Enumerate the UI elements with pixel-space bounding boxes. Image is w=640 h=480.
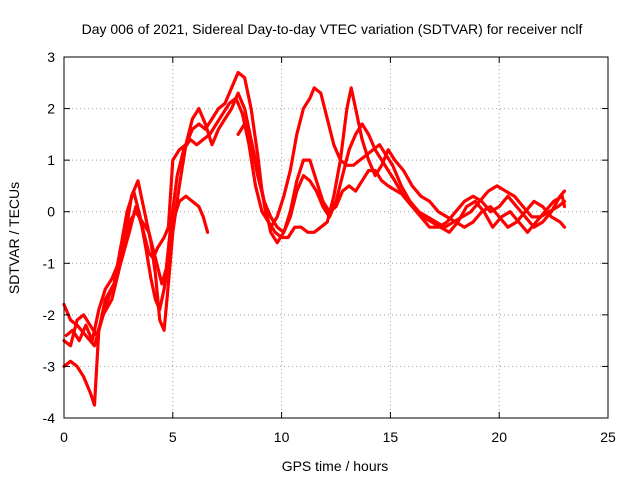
y-tick-label: -2 <box>43 307 56 323</box>
x-tick-label: 5 <box>169 429 177 445</box>
y-tick-label: -1 <box>43 255 56 271</box>
series-track-5 <box>236 122 567 234</box>
y-tick-label: 3 <box>47 49 55 65</box>
x-tick-label: 20 <box>491 429 507 445</box>
y-tick-label: -4 <box>43 410 56 426</box>
axis-ticks: 0 5 10 15 20 25 -4 -3 -2 -1 0 1 2 3 <box>43 49 616 445</box>
data-series <box>62 70 567 407</box>
series-track-2 <box>62 189 210 407</box>
chart-title: Day 006 of 2021, Sidereal Day-to-day VTE… <box>82 21 583 37</box>
y-tick-label: -3 <box>43 358 56 374</box>
y-tick-label: 2 <box>47 101 55 117</box>
x-axis-label: GPS time / hours <box>282 458 389 474</box>
x-tick-label: 10 <box>274 429 290 445</box>
series-track-4 <box>62 86 567 348</box>
x-tick-label: 0 <box>60 429 68 445</box>
x-tick-label: 25 <box>600 429 616 445</box>
x-tick-label: 15 <box>383 429 399 445</box>
y-tick-label: 0 <box>47 204 55 220</box>
plot-frame <box>63 56 609 419</box>
grid <box>64 57 608 418</box>
y-tick-label: 1 <box>47 152 55 168</box>
y-axis-label: SDTVAR / TECUs <box>6 182 22 294</box>
